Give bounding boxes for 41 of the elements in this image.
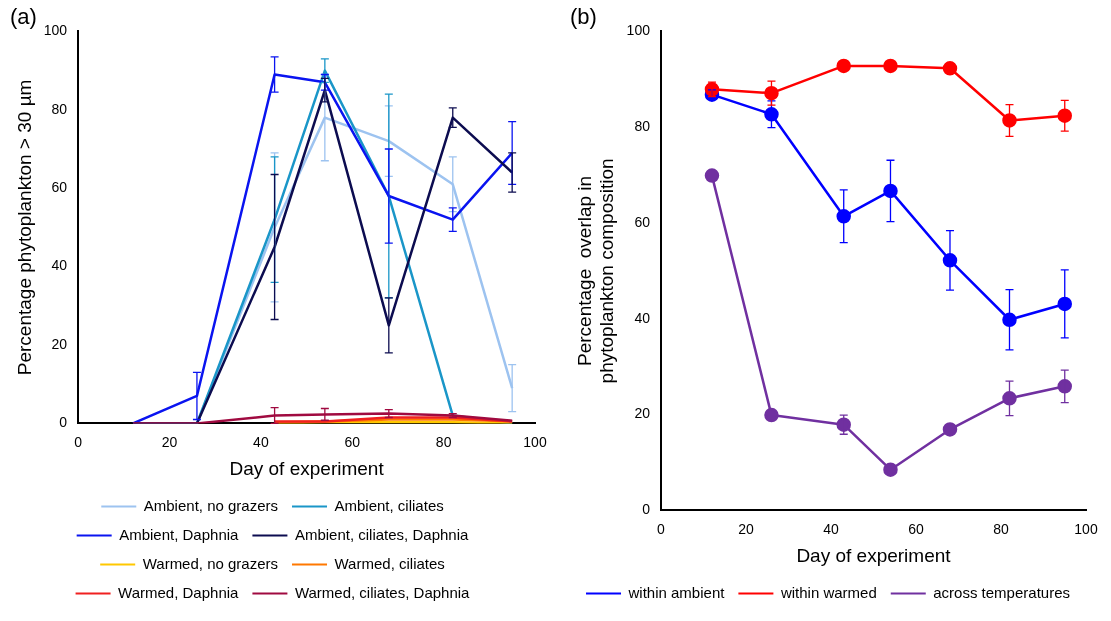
chart-title: (a) xyxy=(10,4,37,30)
legend-label: Warmed, Daphnia xyxy=(118,583,240,601)
x-tick-label: 60 xyxy=(344,433,361,450)
x-tick-label: 0 xyxy=(74,433,83,450)
x-tick-label: 80 xyxy=(435,433,452,450)
legend-label: within warmed xyxy=(779,583,877,601)
x-tick-label: 100 xyxy=(1074,520,1098,537)
y-tick-label: 0 xyxy=(59,414,68,431)
y-tick-label: 60 xyxy=(51,179,68,196)
y-tick-label: 20 xyxy=(51,335,68,352)
y-tick-label: 40 xyxy=(634,309,651,326)
legend-label: Ambient, no grazers xyxy=(143,496,279,514)
y-tick-label: 60 xyxy=(634,213,651,230)
x-tick-label: 40 xyxy=(823,520,839,537)
x-tick-label: 80 xyxy=(993,520,1009,537)
legend-label: Warmed, no grazers xyxy=(142,554,279,572)
x-tick-label: 60 xyxy=(908,520,924,537)
y-tick-label: 80 xyxy=(634,118,651,135)
legend-label: across temperatures xyxy=(933,583,1070,601)
x-tick-label: 0 xyxy=(657,520,666,537)
x-tick-label: 100 xyxy=(523,433,547,450)
y-tick-label: 100 xyxy=(43,22,68,39)
legend-label: Ambient, ciliates, Daphnia xyxy=(294,525,469,543)
legend-label: within ambient xyxy=(627,583,726,601)
y-tick-label: 0 xyxy=(642,501,651,518)
legend-label: Warmed, ciliates xyxy=(334,554,445,572)
chart-title: (b) xyxy=(570,4,597,30)
y-tick-label: 20 xyxy=(634,405,651,422)
x-axis-title: Day of experiment xyxy=(796,544,952,566)
x-tick-label: 20 xyxy=(161,433,178,450)
y-axis-title: Percentage phytoplankton > 30 µm xyxy=(13,79,35,376)
y-tick-label: 100 xyxy=(626,22,651,39)
x-axis-title: Day of experiment xyxy=(229,457,385,479)
legend-label: Ambient, ciliates xyxy=(334,496,444,514)
x-tick-label: 20 xyxy=(738,520,754,537)
y-axis-title: Percentage overlap in phytoplankton composition xyxy=(573,158,618,384)
y-tick-label: 40 xyxy=(51,257,68,274)
x-tick-label: 40 xyxy=(253,433,269,450)
legend-label: Warmed, ciliates, Daphnia xyxy=(294,583,471,601)
y-tick-label: 80 xyxy=(51,100,68,117)
legend-label: Ambient, Daphnia xyxy=(119,525,240,543)
